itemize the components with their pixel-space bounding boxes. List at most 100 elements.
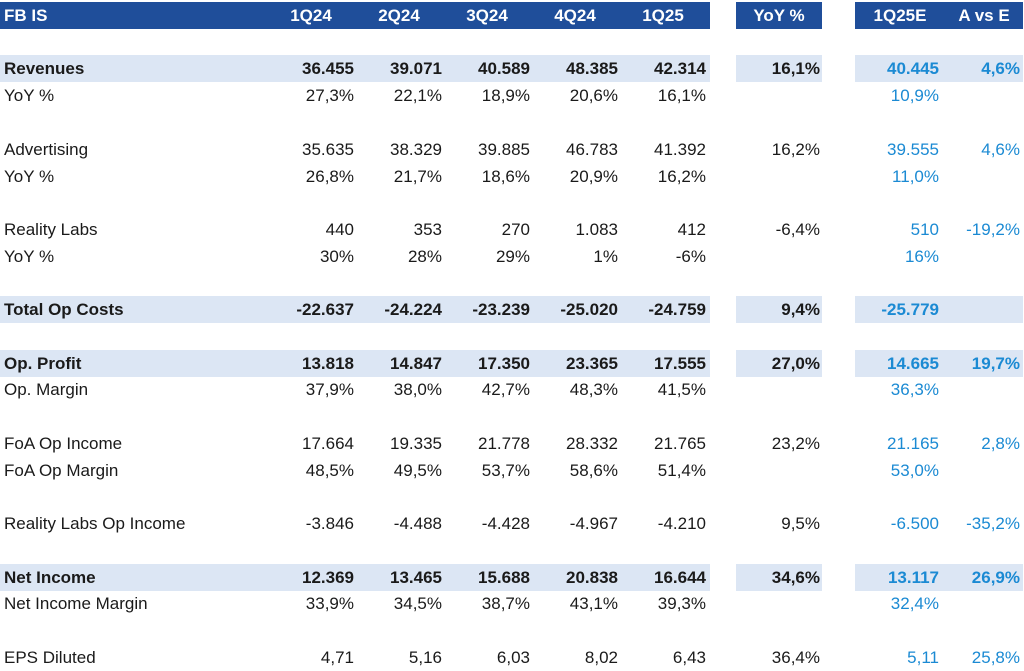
value-estimate: 53,0% bbox=[855, 457, 939, 484]
value-a-vs-e: 2,8% bbox=[944, 430, 1020, 457]
value-4q24: 20,6% bbox=[532, 82, 618, 109]
table-row: FoA Op Margin 48,5% 49,5% 53,7% 58,6% 51… bbox=[0, 457, 1024, 484]
value-1q24: 440 bbox=[268, 216, 354, 243]
table-row: Net Income 12.369 13.465 15.688 20.838 1… bbox=[0, 564, 1024, 591]
value-a-vs-e bbox=[944, 376, 1020, 403]
value-2q24: 34,5% bbox=[356, 590, 442, 617]
value-1q24: 33,9% bbox=[268, 590, 354, 617]
value-yoy: 16,2% bbox=[736, 136, 820, 163]
value-1q24: 30% bbox=[268, 243, 354, 270]
value-estimate: 5,11 bbox=[855, 644, 939, 671]
value-yoy: 9,5% bbox=[736, 510, 820, 537]
value-3q24: 270 bbox=[444, 216, 530, 243]
value-a-vs-e bbox=[944, 82, 1020, 109]
value-a-vs-e bbox=[944, 243, 1020, 270]
value-3q24: 18,9% bbox=[444, 82, 530, 109]
table-row: Advertising 35.635 38.329 39.885 46.783 … bbox=[0, 136, 1024, 163]
value-a-vs-e bbox=[944, 296, 1020, 323]
value-1q24: 37,9% bbox=[268, 376, 354, 403]
value-2q24: 38,0% bbox=[356, 376, 442, 403]
value-3q24: 38,7% bbox=[444, 590, 530, 617]
value-4q24: 58,6% bbox=[532, 457, 618, 484]
header-quarter-4: 4Q24 bbox=[532, 2, 618, 29]
row-label: Reality Labs bbox=[4, 216, 254, 243]
value-1q24: 35.635 bbox=[268, 136, 354, 163]
row-label: Net Income bbox=[4, 564, 254, 591]
value-2q24: 13.465 bbox=[356, 564, 442, 591]
value-2q24: 49,5% bbox=[356, 457, 442, 484]
value-a-vs-e: 25,8% bbox=[944, 644, 1020, 671]
value-yoy: 27,0% bbox=[736, 350, 820, 377]
value-2q24: 39.071 bbox=[356, 55, 442, 82]
value-2q24: 14.847 bbox=[356, 350, 442, 377]
row-label: Advertising bbox=[4, 136, 254, 163]
value-estimate: 32,4% bbox=[855, 590, 939, 617]
header-a-vs-e: A vs E bbox=[944, 2, 1024, 29]
value-yoy bbox=[736, 243, 820, 270]
value-1q25: 39,3% bbox=[620, 590, 706, 617]
table-row: Op. Profit 13.818 14.847 17.350 23.365 1… bbox=[0, 350, 1024, 377]
value-estimate: -6.500 bbox=[855, 510, 939, 537]
row-label: Op. Margin bbox=[4, 376, 254, 403]
value-4q24: 20.838 bbox=[532, 564, 618, 591]
value-estimate: 16% bbox=[855, 243, 939, 270]
value-4q24: 28.332 bbox=[532, 430, 618, 457]
value-yoy: 9,4% bbox=[736, 296, 820, 323]
value-1q25: 41,5% bbox=[620, 376, 706, 403]
value-1q25: -24.759 bbox=[620, 296, 706, 323]
value-3q24: 21.778 bbox=[444, 430, 530, 457]
value-1q24: 27,3% bbox=[268, 82, 354, 109]
table-row: FoA Op Income 17.664 19.335 21.778 28.33… bbox=[0, 430, 1024, 457]
row-label: Reality Labs Op Income bbox=[4, 510, 254, 537]
row-label: YoY % bbox=[4, 163, 254, 190]
value-a-vs-e: 19,7% bbox=[944, 350, 1020, 377]
value-a-vs-e: -19,2% bbox=[944, 216, 1020, 243]
value-1q25: 17.555 bbox=[620, 350, 706, 377]
value-3q24: 53,7% bbox=[444, 457, 530, 484]
value-estimate: 11,0% bbox=[855, 163, 939, 190]
value-3q24: 42,7% bbox=[444, 376, 530, 403]
value-1q25: 6,43 bbox=[620, 644, 706, 671]
table-row: Net Income Margin 33,9% 34,5% 38,7% 43,1… bbox=[0, 590, 1024, 617]
row-label: Revenues bbox=[4, 55, 254, 82]
table-row: Total Op Costs -22.637 -24.224 -23.239 -… bbox=[0, 296, 1024, 323]
table-row: Op. Margin 37,9% 38,0% 42,7% 48,3% 41,5%… bbox=[0, 376, 1024, 403]
value-a-vs-e: -35,2% bbox=[944, 510, 1020, 537]
header-quarter-5: 1Q25 bbox=[620, 2, 706, 29]
value-yoy bbox=[736, 163, 820, 190]
value-3q24: -23.239 bbox=[444, 296, 530, 323]
value-yoy: 23,2% bbox=[736, 430, 820, 457]
value-estimate: 10,9% bbox=[855, 82, 939, 109]
value-2q24: 5,16 bbox=[356, 644, 442, 671]
table-row: Revenues 36.455 39.071 40.589 48.385 42.… bbox=[0, 55, 1024, 82]
value-1q24: 13.818 bbox=[268, 350, 354, 377]
value-1q25: 16,2% bbox=[620, 163, 706, 190]
value-3q24: 15.688 bbox=[444, 564, 530, 591]
header-yoy: YoY % bbox=[736, 2, 822, 29]
value-2q24: 21,7% bbox=[356, 163, 442, 190]
value-2q24: 19.335 bbox=[356, 430, 442, 457]
sheet-title: FB IS bbox=[4, 2, 204, 29]
row-label: YoY % bbox=[4, 243, 254, 270]
value-4q24: 48.385 bbox=[532, 55, 618, 82]
row-label: Op. Profit bbox=[4, 350, 254, 377]
value-1q24: 4,71 bbox=[268, 644, 354, 671]
header-estimate: 1Q25E bbox=[855, 2, 945, 29]
value-estimate: -25.779 bbox=[855, 296, 939, 323]
value-2q24: 28% bbox=[356, 243, 442, 270]
value-a-vs-e bbox=[944, 163, 1020, 190]
value-1q25: 51,4% bbox=[620, 457, 706, 484]
value-1q25: 21.765 bbox=[620, 430, 706, 457]
value-2q24: 353 bbox=[356, 216, 442, 243]
row-label: EPS Diluted bbox=[4, 644, 254, 671]
value-1q24: 12.369 bbox=[268, 564, 354, 591]
value-yoy: -6,4% bbox=[736, 216, 820, 243]
row-label: Net Income Margin bbox=[4, 590, 254, 617]
value-3q24: 6,03 bbox=[444, 644, 530, 671]
table-row: YoY % 30% 28% 29% 1% -6% 16% bbox=[0, 243, 1024, 270]
value-estimate: 21.165 bbox=[855, 430, 939, 457]
value-a-vs-e bbox=[944, 457, 1020, 484]
value-3q24: -4.428 bbox=[444, 510, 530, 537]
header-quarter-1: 1Q24 bbox=[268, 2, 354, 29]
value-3q24: 18,6% bbox=[444, 163, 530, 190]
